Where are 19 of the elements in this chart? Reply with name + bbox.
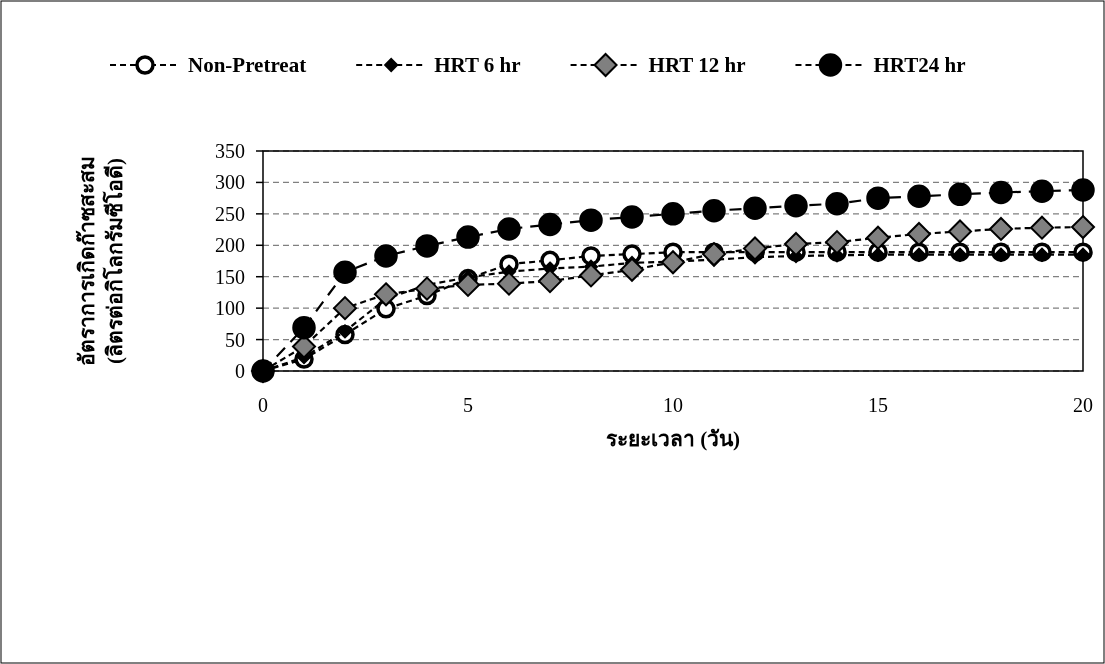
y-tick-label: 350 bbox=[215, 140, 245, 162]
x-tick-label: 20 bbox=[1073, 394, 1093, 416]
x-tick-label: 0 bbox=[258, 394, 268, 416]
y-tick-label: 300 bbox=[215, 171, 245, 194]
x-axis-title: ระยะเวลา (วัน) bbox=[605, 427, 741, 451]
y-tick-label: 250 bbox=[215, 202, 245, 225]
legend-label: HRT 12 hr bbox=[648, 53, 746, 77]
y-tick-label: 200 bbox=[215, 234, 245, 257]
x-tick-label: 5 bbox=[463, 394, 473, 416]
x-tick-label: 15 bbox=[868, 394, 888, 416]
y-axis-title: อัตราการเกิดก๊าซสะสม (ลิตรต่อกิโลกรัมซีโอดี) bbox=[75, 156, 127, 366]
y-tick-label: 0 bbox=[235, 360, 245, 382]
y-tick-label: 150 bbox=[215, 265, 245, 288]
legend-label: HRT 6 hr bbox=[434, 53, 521, 77]
y-tick-label: 100 bbox=[215, 297, 245, 320]
legend-label: HRT24 hr bbox=[873, 53, 966, 77]
y-tick-label: 50 bbox=[225, 328, 245, 351]
x-tick-label: 10 bbox=[663, 394, 683, 416]
legend-label: Non-Pretreat bbox=[188, 53, 307, 77]
